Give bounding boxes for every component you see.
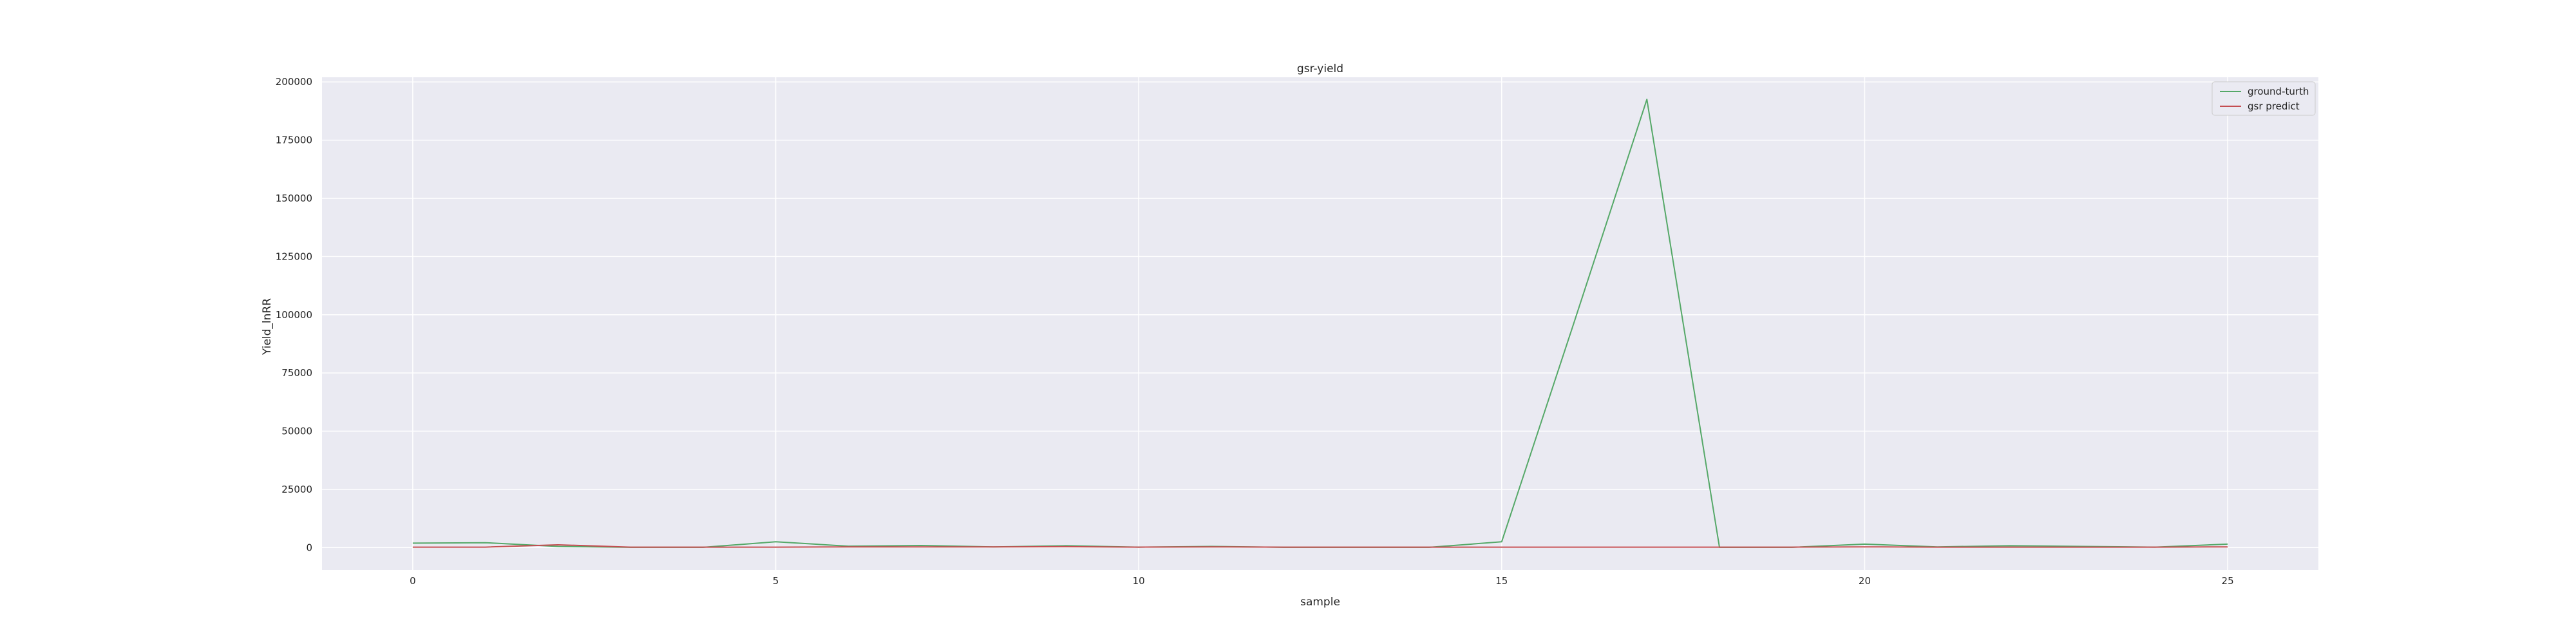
x-axis-label: sample <box>1300 596 1340 609</box>
chart-title: gsr-yield <box>1297 62 1343 75</box>
y-tick-label: 25000 <box>281 484 312 495</box>
series-lines <box>412 99 2228 548</box>
y-tick-label: 150000 <box>276 193 312 204</box>
x-tick-label: 25 <box>2222 575 2234 587</box>
x-tick-label: 0 <box>410 575 416 587</box>
y-tick-label: 75000 <box>281 367 312 379</box>
y-tick-label: 50000 <box>281 426 312 437</box>
y-tick-label: 200000 <box>276 76 312 88</box>
y-tick-label: 175000 <box>276 135 312 146</box>
x-tick-labels: 0 5 10 15 20 25 <box>410 575 2234 587</box>
y-tick-label: 100000 <box>276 309 312 321</box>
x-tick-label: 15 <box>1495 575 1508 587</box>
grid-lines <box>322 77 2318 570</box>
x-tick-label: 10 <box>1133 575 1145 587</box>
y-tick-label: 125000 <box>276 251 312 262</box>
series-line-gsr-predict <box>412 544 2228 548</box>
y-axis-label: Yield_lnRR <box>261 298 274 355</box>
y-tick-label: 0 <box>306 542 312 553</box>
legend: ground-turth gsr predict <box>2211 81 2316 116</box>
x-tick-label: 20 <box>1859 575 1871 587</box>
legend-label-gsr-predict: gsr predict <box>2248 100 2300 112</box>
x-tick-label: 5 <box>773 575 779 587</box>
y-tick-labels: 0 25000 50000 75000 100000 125000 150000 175000… <box>276 76 312 553</box>
legend-label-ground-turth: ground-turth <box>2248 86 2309 97</box>
plot-background <box>322 77 2318 570</box>
